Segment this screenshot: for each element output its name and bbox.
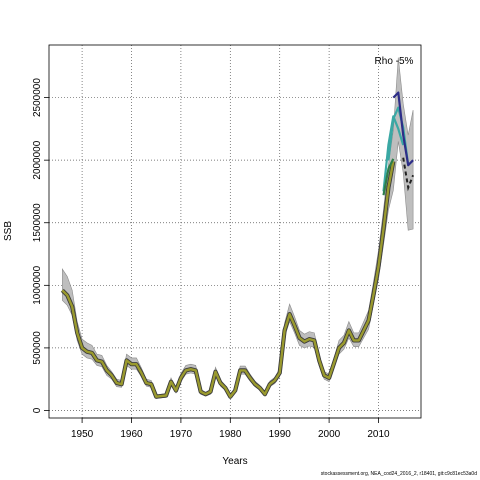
grid [49, 45, 421, 418]
y-tick-label: 2000000 [32, 140, 43, 179]
x-tick-label: 1990 [269, 429, 292, 440]
y-tick-label: 1500000 [32, 203, 43, 242]
y-tick-label: 500000 [32, 331, 43, 365]
source-caption: stockassessment.org, NEA_cod24_2016_2, r… [320, 471, 477, 477]
y-tick-label: 1000000 [32, 265, 43, 304]
y-tick-label: 2500000 [32, 78, 43, 117]
x-tick-label: 2000 [318, 429, 341, 440]
x-axis: 1950 1960 1970 1980 1990 2000 2010 [71, 417, 390, 440]
peel-line-d [392, 91, 414, 167]
series-lines [60, 91, 415, 399]
projection-line [402, 157, 415, 192]
x-tick-label: 1950 [71, 429, 94, 440]
x-tick-label: 1960 [120, 429, 143, 440]
confidence-band-area [62, 57, 414, 400]
main-series-line [61, 161, 395, 398]
confidence-band [62, 57, 414, 400]
y-tick-label: 0 [32, 407, 43, 413]
y-axis-label: SSB [3, 221, 14, 241]
x-tick-label: 2010 [367, 429, 390, 440]
peel-line-b [382, 115, 405, 192]
x-tick-label: 1970 [170, 429, 193, 440]
x-axis-label: Years [222, 456, 247, 467]
peel-line-c [382, 158, 395, 196]
rho-annotation: Rho -5% [375, 56, 414, 67]
x-tick-label: 1980 [219, 429, 242, 440]
y-axis: 0 500000 1000000 1500000 2000000 2500000 [32, 78, 49, 413]
